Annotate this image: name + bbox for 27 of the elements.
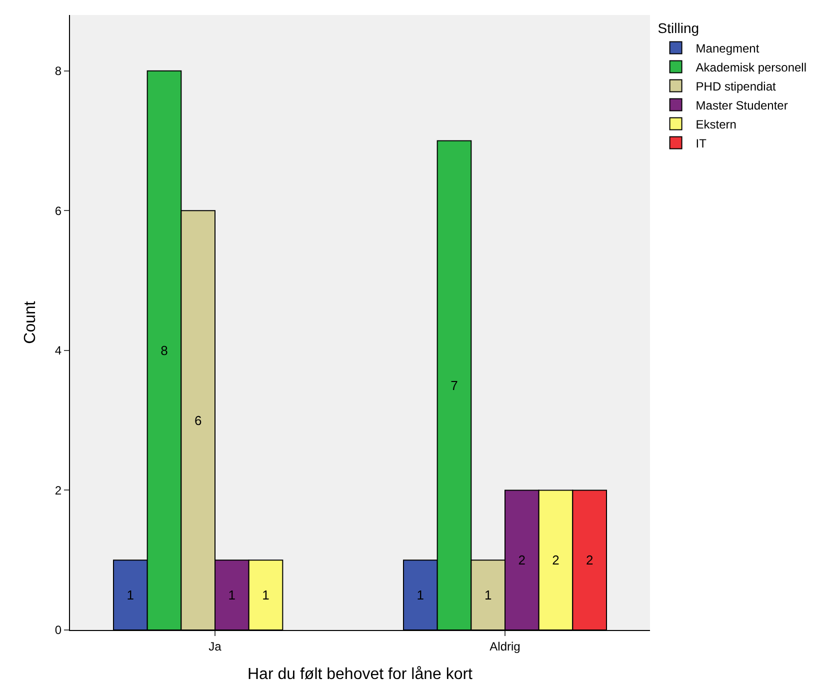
data-label: 1: [262, 588, 270, 603]
legend-label: Master Studenter: [696, 98, 788, 112]
legend-label: Ekstern: [696, 117, 736, 132]
legend-label: Manegment: [696, 41, 760, 56]
data-label: 1: [416, 588, 424, 603]
y-tick-label: 2: [54, 483, 62, 498]
data-label: 6: [194, 412, 202, 428]
y-tick-label: 4: [54, 344, 62, 358]
data-label: 1: [126, 588, 134, 603]
x-tick-label: Ja: [208, 639, 222, 654]
legend-label: IT: [696, 136, 708, 150]
data-label: 2: [586, 552, 594, 568]
data-label: 2: [518, 552, 526, 568]
data-label: 2: [552, 552, 560, 568]
data-label: 7: [450, 378, 458, 393]
x-axis-title: Har du følt behovet for låne kort: [248, 666, 474, 684]
y-axis-title: Count: [22, 300, 39, 344]
y-tick-label: 8: [54, 64, 62, 78]
y-tick-label: 6: [54, 204, 62, 218]
x-tick-label: Aldrig: [490, 639, 520, 654]
data-label: 1: [484, 588, 492, 603]
y-tick-label: 0: [54, 623, 62, 638]
legend-label: PHD stipendiat: [696, 79, 777, 94]
legend-title: Stilling: [658, 20, 700, 36]
legend-label: Akademisk personell: [696, 60, 807, 74]
data-label: 1: [228, 588, 236, 603]
data-label: 8: [160, 342, 168, 358]
